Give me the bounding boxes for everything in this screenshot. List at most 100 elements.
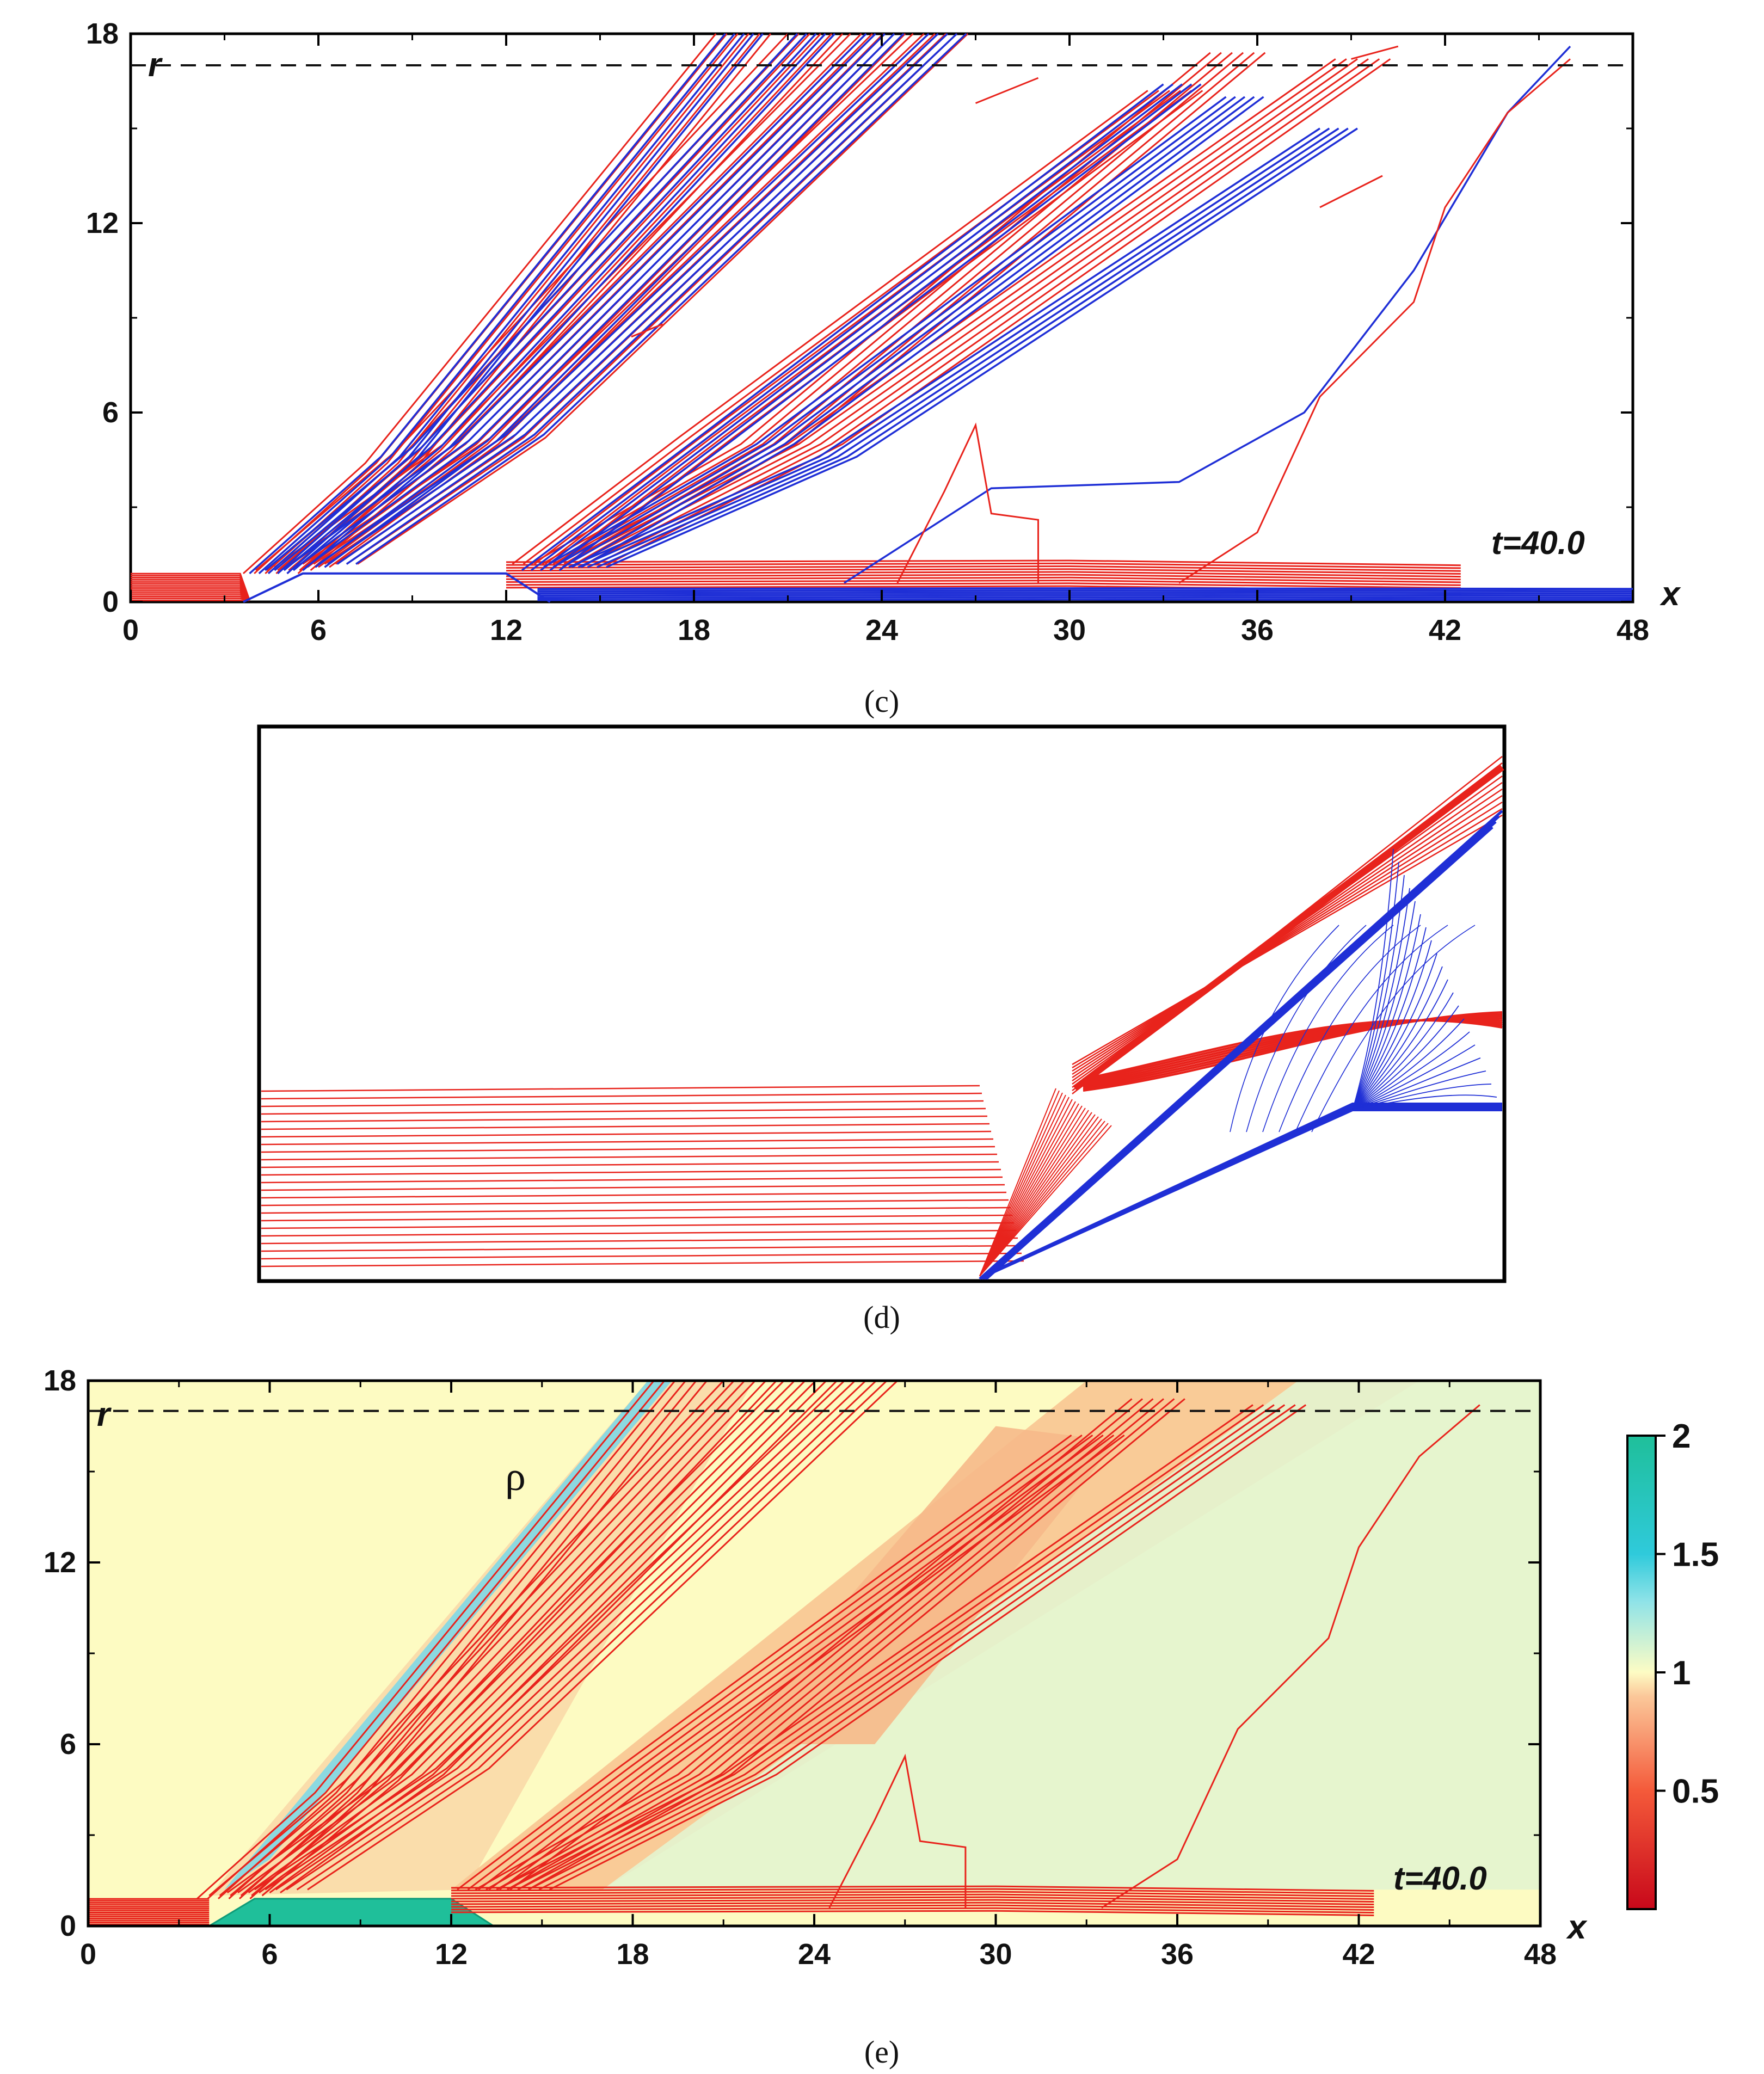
panel-d-blue-contour [1295,925,1448,1133]
panel-d-blue-fan [1352,992,1454,1111]
panel-c-blue-ray-3 [355,33,967,565]
panel-c-blue-ray-4 [558,83,1202,571]
panel-d-blue-fan [1352,953,1437,1111]
panel-d-red-shock [1072,808,1503,1069]
panel-e-red-ray-5 [507,1398,1164,1891]
panel-e-red-ray-6 [517,1404,1275,1891]
panel-d-red-fan [979,1097,1070,1277]
panel-d-jet-contour [261,1245,1021,1252]
panel-c-blue-ray-4 [521,83,1164,571]
panel-d-red-mixing-layer [1083,1019,1503,1080]
panel-d-jet-contour [261,1100,984,1107]
panel-c-blue-ray-5 [552,96,1236,568]
panel-d-red-fan [979,1123,1109,1277]
panel-c-blue-ray-5 [543,96,1227,568]
panel-c-body-outline [243,572,551,603]
panel-e-x-axis-label: x [1566,1909,1588,1946]
panel-c-jet-contour [506,580,1461,586]
panel-e-red-ray-2 [269,1381,827,1894]
panel-e-y-tick-label-18: 18 [44,1364,76,1397]
panel-e-jet-contour [451,1891,1374,1897]
panel-c-caption: (c) [864,684,899,719]
panel-d-red-fan [979,1101,1076,1277]
panel-e-red-contour-0 [828,1753,967,1909]
panel-c-red-ray-4 [556,90,1193,565]
panel-d-jet-contour [261,1176,1003,1184]
panel-e-density-plot: r x ρ t=40.0 0 6 12 18 24 30 36 42 48 0 6 12 18 2 1.5… [44,1364,1719,2070]
panel-e-colorbar [1626,1435,1657,1910]
panel-c-x-tick-label-6: 6 [310,614,327,647]
panel-e-y-tick-label-0: 0 [60,1910,76,1942]
panel-d-jet-contour [261,1222,1015,1229]
panel-d-jet-contour [261,1153,998,1161]
panel-e-red-contour-1 [1101,1404,1480,1909]
panel-d-red-fan [979,1103,1079,1277]
panel-c-blue-ray-6 [597,127,1349,568]
panel-e-jet-contour [451,1907,1374,1913]
panel-e-x-tick-label-12: 12 [435,1938,468,1971]
panel-d-blue-fan [1352,979,1448,1111]
panel-e-x-tick-label-30: 30 [979,1938,1012,1971]
panel-c-red-ray-6 [552,58,1336,565]
panel-d-jet-contour [261,1260,1024,1267]
panel-d-jet-contour [261,1130,992,1138]
panel-d-jet-contour [261,1168,1001,1176]
panel-c-contour-lines [131,33,1633,603]
panel-e-jet-contour [451,1888,1374,1894]
panel-d-red-fan [979,1118,1102,1277]
panel-e-red-ray-2 [259,1381,816,1894]
panel-e-red-ray-3 [307,1381,898,1891]
panel-c-blue-ray-1 [283,33,817,571]
panel-e-jet-contour [451,1885,1374,1892]
panel-e-red-ray-1 [208,1381,724,1897]
panel-e-red-ray-6 [507,1404,1264,1891]
panel-d-blue-contour [1262,925,1394,1133]
panel-d-jet-contour [261,1199,1009,1207]
panel-c-red-ray-3 [357,33,969,565]
panel-d-jet-contour [261,1123,990,1130]
panel-c-x-axis-label: x [1659,575,1681,613]
panel-c-jet-contour [506,565,1461,572]
panel-d-jet-contour [261,1092,982,1100]
panel-d-blue-fan [1352,1018,1465,1111]
panel-c-blue-ray-5 [581,96,1264,568]
panel-c-blue-ray-2 [305,33,886,568]
panel-d-red-shock [1072,795,1503,1075]
panel-d-blue-fan [1352,1031,1470,1111]
panel-d-red-fan [979,1094,1066,1277]
panel-e-jet-contour [451,1893,1374,1900]
panel-e-density-band-wake [602,1381,1540,1890]
panel-e-red-ray-4 [467,1434,1083,1891]
panel-d-jet-contour [261,1214,1013,1222]
panel-e-jet-contour [451,1904,1374,1911]
panel-c-x-tick-label-30: 30 [1053,614,1086,647]
panel-e-density-symbol: ρ [505,1454,526,1499]
panel-e-r-axis-label: r [97,1396,112,1433]
panel-c-y-tick-label-6: 6 [102,396,119,429]
panel-c-x-tick-label-36: 36 [1241,614,1274,647]
panel-e-red-ray-3 [265,1381,856,1891]
panel-c-red-contour-0 [896,422,1039,583]
panel-d-jet-contour [261,1138,994,1146]
panel-d-blue-fan [1352,1044,1476,1111]
panel-d-red-fan [979,1099,1073,1277]
panel-c-contour-plot: r x t=40.0 0 6 12 18 24 30 36 42 48 0 6 12 18 (c) [86,17,1681,719]
panel-d-blue-fan [1352,1057,1481,1111]
panel-d-red-fan [979,1121,1105,1277]
panel-e-axis-ticks: 0 6 12 18 24 30 36 42 48 0 6 12 18 [44,1364,1557,1971]
panel-d-red-shock [1072,801,1503,1072]
panel-c-jet-contour [506,562,1461,569]
panel-e-x-tick-label-36: 36 [1161,1938,1194,1971]
panel-c-jet-contour [506,568,1461,575]
panel-c-jet-contour-blue [537,598,1633,601]
panel-d-blue-fan [1352,1094,1497,1111]
panel-c-red-ray-5 [552,52,1233,565]
panel-d-red-fan [979,1092,1063,1277]
panel-c-blue-ray-4 [530,83,1173,571]
panel-e-jet-contour [451,1899,1374,1905]
panel-c-blue-ray-2 [286,33,867,568]
panel-c-jet-contour [131,573,250,601]
panel-c-y-tick-label-0: 0 [102,586,119,618]
panel-e-red-ray-5 [527,1398,1185,1891]
panel-e-red-ray-5 [496,1398,1154,1891]
